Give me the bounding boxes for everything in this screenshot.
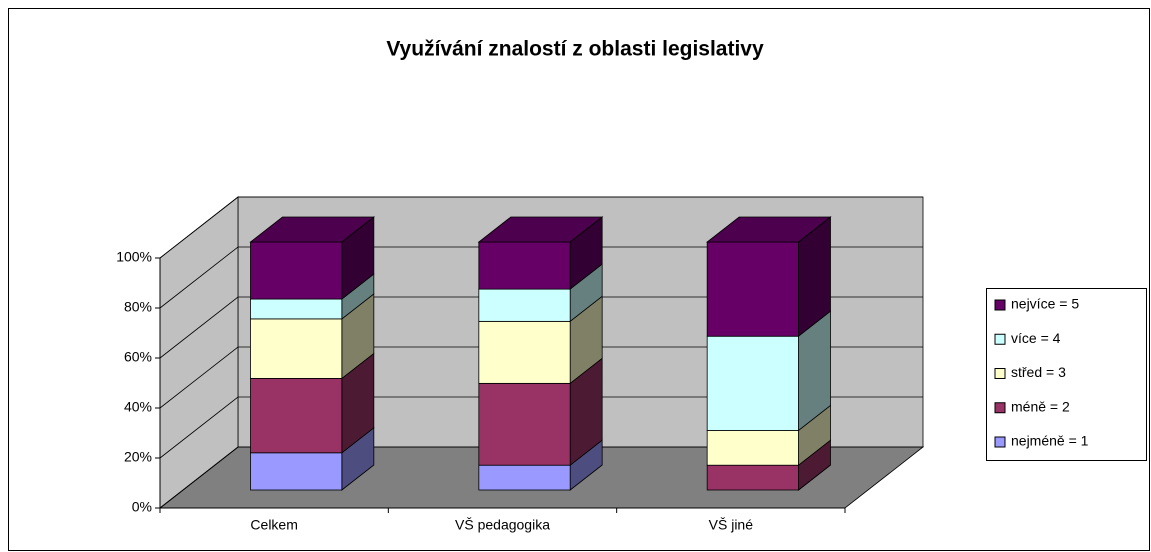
legend-swatch xyxy=(994,299,1006,311)
legend-label: méně = 2 xyxy=(1011,398,1070,414)
y-tick-label: 40% xyxy=(124,399,152,415)
bar xyxy=(250,377,343,454)
bar-top xyxy=(249,216,375,243)
legend-label: nejméně = 1 xyxy=(1011,433,1089,449)
bar xyxy=(250,241,343,300)
bar xyxy=(706,464,799,491)
legend-swatch xyxy=(994,333,1006,345)
y-tick-label: 20% xyxy=(124,449,152,465)
y-tick-label: 0% xyxy=(132,499,152,515)
chart-title: Využívání znalostí z oblasti legislativy xyxy=(386,38,764,61)
y-tick-label: 60% xyxy=(124,349,152,365)
y-tick-label: 100% xyxy=(116,249,152,265)
grid-line xyxy=(159,396,923,459)
bar xyxy=(706,335,799,431)
legend-swatch xyxy=(994,436,1006,448)
legend: nejméně = 1 méně = 2 střed = 3 více = 4 nejv… xyxy=(986,288,1147,461)
grid-line xyxy=(159,196,923,259)
grid-line xyxy=(159,446,923,509)
bar-top xyxy=(477,216,604,243)
grid-line xyxy=(159,296,923,359)
y-tick-label: 80% xyxy=(124,299,152,315)
legend-label: nejvíce = 5 xyxy=(1011,296,1079,312)
legend-label: střed = 3 xyxy=(1011,364,1066,380)
bar xyxy=(250,452,343,491)
bar xyxy=(478,382,571,466)
bar xyxy=(478,288,571,322)
bar xyxy=(706,241,799,337)
legend-label: více = 4 xyxy=(1011,330,1061,346)
legend-swatch xyxy=(994,368,1006,379)
bar xyxy=(250,298,343,320)
bar xyxy=(478,320,571,384)
bar xyxy=(706,430,799,466)
legend-swatch xyxy=(994,402,1006,414)
legend-box xyxy=(986,288,1147,461)
x-tick-label: VŠ pedagogika xyxy=(455,517,550,533)
bar xyxy=(250,318,343,379)
bar xyxy=(478,241,571,290)
x-tick-label: VŠ jiné xyxy=(709,517,754,533)
grid-line xyxy=(159,246,923,309)
bar-top xyxy=(706,216,832,243)
bar xyxy=(478,464,571,491)
grid-line xyxy=(159,346,923,409)
x-tick-label: Celkem xyxy=(250,517,297,533)
